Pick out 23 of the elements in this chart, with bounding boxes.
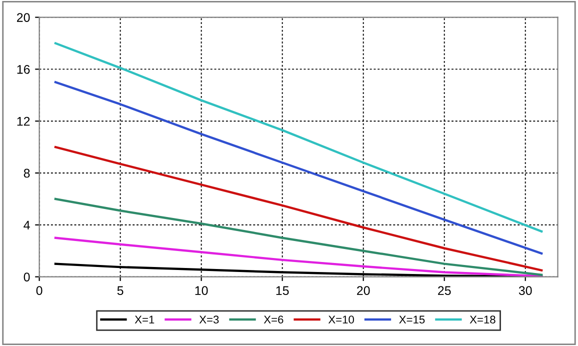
x-tick-label: 25: [438, 286, 451, 296]
y-tick-label: 16: [17, 65, 30, 74]
legend-label: X=10: [328, 316, 354, 324]
line-series: [54, 146, 543, 272]
x-tick-label: 5: [117, 286, 124, 296]
line-series: [54, 42, 543, 232]
x-tick-label: 15: [276, 286, 289, 296]
line-series: [54, 198, 543, 276]
line-series: [54, 81, 543, 255]
y-tick-label: 12: [17, 116, 30, 126]
legend-label: X=3: [199, 316, 219, 324]
x-tick-label: 10: [195, 286, 208, 296]
legend-label: X=15: [399, 316, 425, 324]
y-tick-label: 4: [24, 220, 30, 230]
x-tick-label: 30: [518, 286, 532, 296]
x-tick-label: 0: [36, 286, 42, 296]
y-tick-label: 20: [17, 13, 30, 22]
x-tick-label: 20: [357, 286, 370, 296]
legend-label: X=18: [470, 316, 496, 324]
legend-label: X=1: [134, 316, 154, 324]
y-tick-label: 8: [24, 168, 30, 178]
legend-label: X=6: [264, 316, 284, 324]
y-tick-label: 0: [24, 272, 30, 282]
